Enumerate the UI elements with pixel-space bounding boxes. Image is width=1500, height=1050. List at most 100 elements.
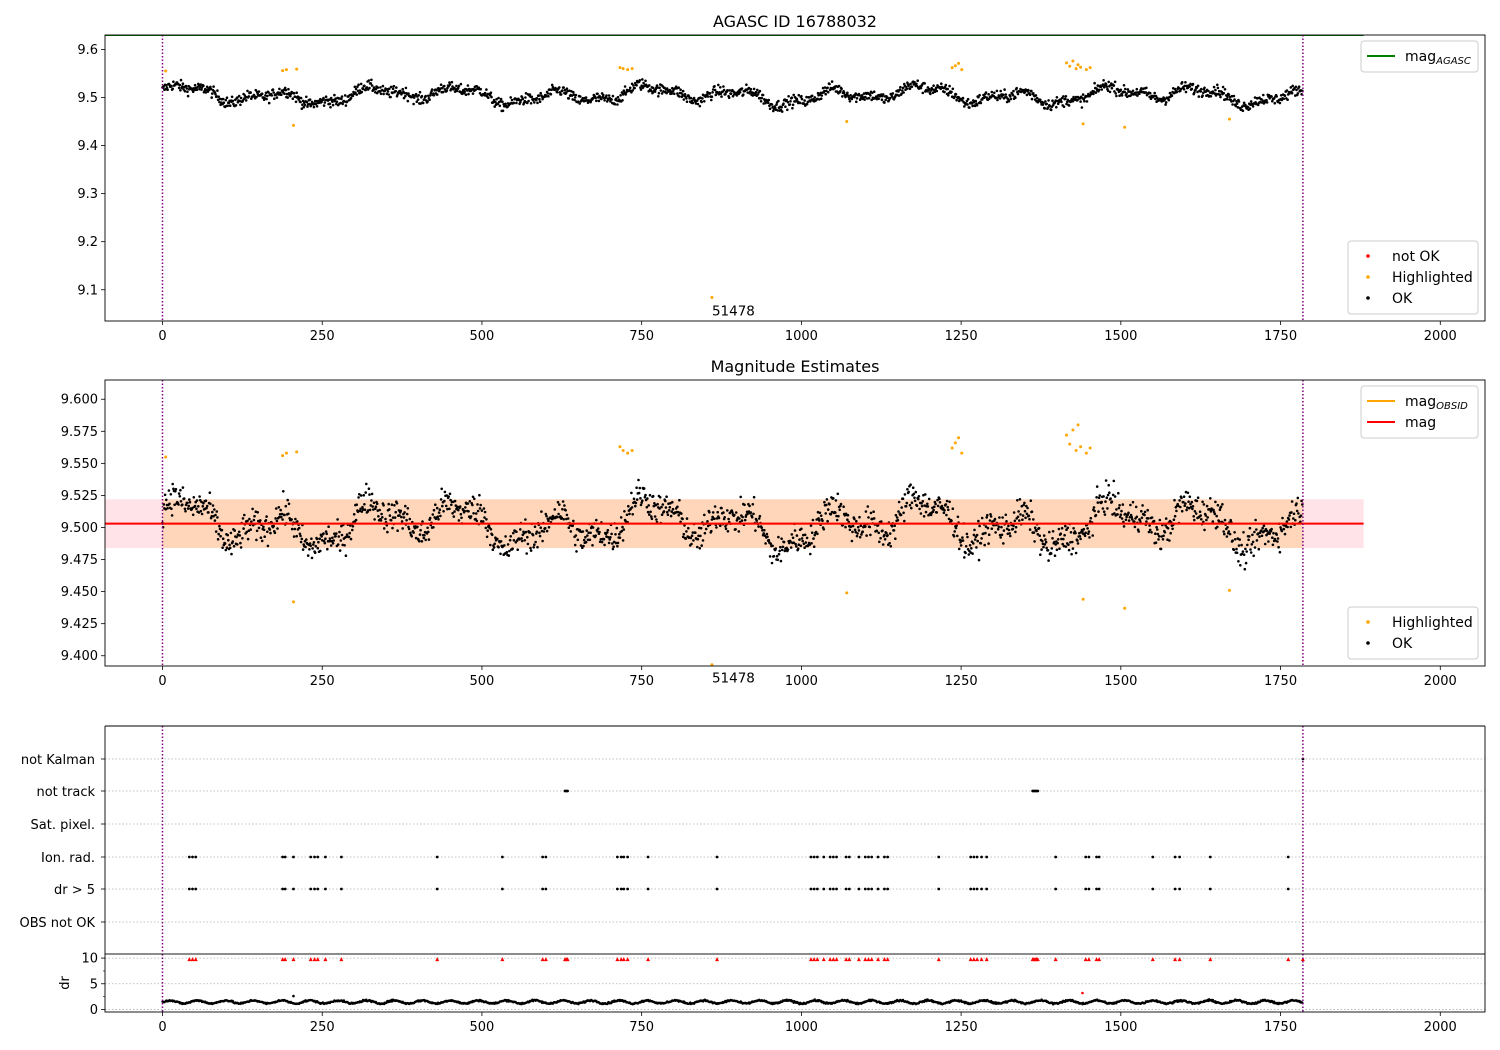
ok-point (1157, 538, 1160, 541)
ok-point (855, 534, 859, 538)
ok-point (1244, 547, 1247, 551)
ok-point (670, 510, 673, 513)
ok-point (846, 513, 850, 517)
flag-point (626, 887, 630, 891)
ok-point (328, 98, 331, 101)
ok-point (901, 86, 905, 90)
ok-point (1205, 504, 1209, 508)
ok-point (1241, 550, 1245, 553)
ok-point (818, 511, 822, 515)
ok-point (273, 531, 277, 535)
ok-point (239, 103, 242, 107)
ok-point (1125, 515, 1128, 519)
ok-point (630, 506, 634, 509)
legend-dot-marker (1366, 641, 1370, 645)
ok-point (1106, 493, 1110, 497)
ok-point (897, 94, 901, 97)
ok-point (880, 98, 884, 101)
ok-point (221, 546, 224, 549)
ok-point (558, 503, 561, 506)
ok-point (792, 541, 795, 544)
ok-point (800, 537, 804, 540)
ok-point (533, 525, 537, 528)
ok-point (419, 528, 422, 532)
ok-point (1097, 496, 1101, 500)
ok-point (481, 520, 485, 523)
highlighted-point (1068, 442, 1072, 446)
ok-point (618, 532, 621, 536)
ok-point (692, 539, 695, 542)
ok-point (1219, 95, 1222, 99)
ok-point (479, 87, 483, 91)
ok-point (835, 518, 839, 522)
ok-point (251, 507, 254, 511)
flag-point (1087, 855, 1091, 859)
ok-point (1216, 503, 1220, 507)
ok-point (1140, 509, 1143, 513)
ok-point (904, 85, 908, 89)
ok-point (416, 98, 420, 101)
ok-point (986, 526, 990, 530)
ok-point (434, 503, 437, 507)
ok-point (690, 99, 694, 103)
ok-point (929, 513, 933, 517)
ok-point (483, 516, 486, 519)
ok-point (1237, 560, 1240, 563)
ok-point (497, 546, 500, 549)
ok-point (418, 533, 422, 536)
ok-point (538, 97, 541, 101)
ok-point (262, 525, 265, 529)
ok-point (780, 105, 783, 109)
ok-point (586, 534, 589, 537)
ok-point (538, 531, 541, 535)
ok-point (1116, 513, 1119, 516)
ok-point (338, 530, 341, 534)
ok-point (302, 105, 306, 109)
ok-point (516, 548, 519, 551)
ok-point (1277, 545, 1280, 549)
ok-point (1017, 510, 1020, 513)
ok-point (1164, 517, 1168, 520)
ok-point (428, 516, 432, 520)
ok-point (654, 504, 657, 507)
ok-point (545, 94, 548, 98)
ok-point (1250, 543, 1254, 546)
ok-point (977, 95, 980, 99)
ok-point (278, 87, 281, 91)
ok-point (542, 530, 546, 533)
ok-point (638, 79, 642, 82)
ok-point (864, 510, 868, 513)
y-tick-label: 9.6 (77, 43, 98, 58)
ok-point (614, 541, 618, 545)
ok-point (684, 537, 688, 540)
ok-point (872, 510, 875, 513)
ok-point (183, 89, 187, 93)
ok-point (1125, 92, 1128, 95)
ok-point (1251, 540, 1255, 544)
ok-point (656, 86, 659, 89)
ok-point (798, 538, 801, 541)
ok-point (322, 104, 326, 107)
ok-point (754, 529, 757, 532)
ok-point (1060, 526, 1064, 530)
ok-point (1152, 94, 1156, 98)
ok-point (1060, 100, 1063, 104)
highlighted-point (295, 450, 299, 454)
ok-point (484, 526, 488, 530)
ok-point (266, 530, 269, 534)
ok-point (562, 86, 565, 89)
ok-point (1243, 567, 1247, 571)
legend-label: not OK (1392, 249, 1440, 265)
ok-point (556, 500, 560, 504)
flag-point (809, 855, 813, 859)
highlighted-point (1227, 117, 1231, 121)
ok-point (1217, 89, 1221, 93)
ok-point (1271, 536, 1274, 539)
ok-point (1133, 520, 1136, 523)
ok-point (791, 103, 795, 107)
ok-point (504, 102, 507, 106)
ok-point (963, 556, 966, 559)
ok-point (1114, 92, 1117, 95)
ok-point (1263, 542, 1267, 546)
ok-point (359, 507, 362, 511)
